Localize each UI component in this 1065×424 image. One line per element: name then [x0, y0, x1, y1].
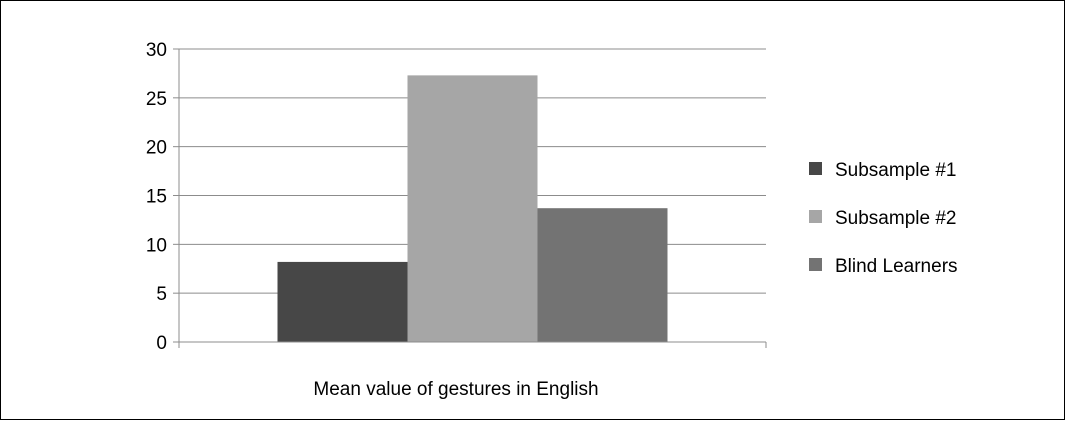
y-tick-label: 15 [146, 187, 167, 208]
y-tick-label: 10 [146, 235, 167, 256]
legend-swatch [809, 258, 822, 271]
legend-swatch [809, 210, 822, 223]
y-tick-label: 25 [146, 89, 167, 110]
y-tick-label: 20 [146, 138, 167, 159]
legend-label: Subsample #1 [835, 160, 956, 181]
legend-label: Blind Learners [835, 256, 958, 277]
y-tick-label: 0 [156, 333, 167, 354]
bar-blind-learners [537, 208, 668, 342]
legend-label: Subsample #2 [835, 208, 956, 229]
y-axis-ticks: 0 5 10 15 20 25 30 [146, 40, 179, 354]
bars [277, 75, 668, 343]
bar-subsample-1 [277, 261, 408, 342]
x-axis-label: Mean value of gestures in English [313, 379, 598, 400]
y-tick-label: 30 [146, 40, 167, 61]
y-tick-label: 5 [156, 284, 167, 305]
legend: Subsample #1 Subsample #2 Blind Learners [809, 160, 958, 277]
bar-subsample-2 [407, 75, 538, 343]
legend-swatch [809, 162, 822, 175]
